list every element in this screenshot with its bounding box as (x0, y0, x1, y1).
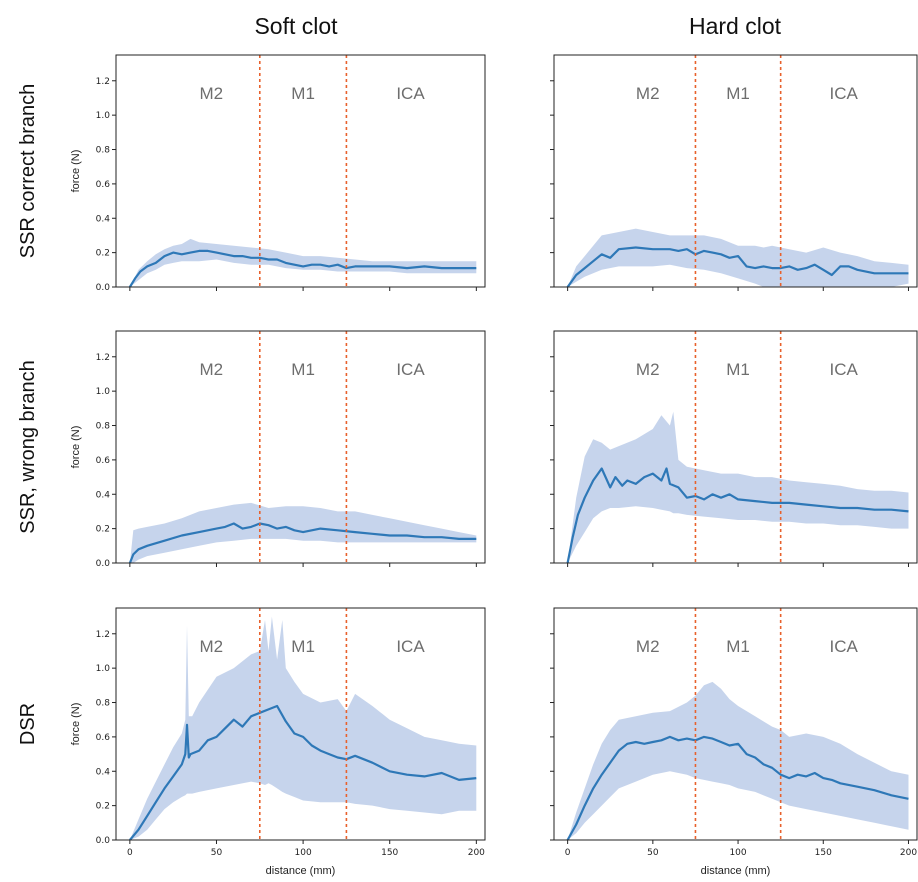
axes-frame (553, 607, 918, 841)
plot-area (129, 608, 477, 840)
axes-frame (115, 607, 486, 841)
axes-frame (553, 54, 918, 288)
mean-force-line (566, 467, 909, 563)
x-tick-label: 50 (211, 848, 223, 858)
y-tick-label: 0.4 (96, 214, 111, 224)
plot-area (128, 331, 477, 563)
y-tick-label: 1.2 (96, 630, 110, 640)
region-label-m2: M2 (199, 84, 223, 103)
y-tick-label: 0.2 (96, 525, 110, 535)
x-tick-label: 200 (468, 848, 485, 858)
y-tick-label: 1.2 (96, 77, 110, 87)
chart-panel: M2 M1 ICA 0 50 100 150 200 distance (mm) (550, 607, 918, 877)
y-axis-label: force (N) (70, 150, 82, 193)
mean-force-line (566, 735, 909, 840)
x-tick-label: 0 (565, 848, 571, 858)
region-label-m2: M2 (636, 84, 660, 103)
y-tick-label: 0.0 (96, 836, 111, 846)
y-tick-label: 0.2 (96, 802, 110, 812)
y-tick-label: 0.4 (96, 490, 111, 500)
y-axis-label: force (N) (70, 426, 82, 469)
x-axis-label: distance (mm) (701, 865, 771, 877)
row-label-ssr-correct-branch: SSR correct branch (17, 84, 39, 259)
region-label-m1: M1 (291, 360, 315, 379)
mean-force-line (566, 246, 909, 287)
y-tick-label: 0.0 (96, 559, 111, 569)
confidence-band (567, 411, 909, 563)
x-axis-label: distance (mm) (266, 865, 336, 877)
y-tick-label: 0.8 (96, 699, 111, 709)
region-label-m2: M2 (636, 360, 660, 379)
x-tick-label: 200 (900, 848, 917, 858)
region-label-ica: ICA (396, 84, 425, 103)
confidence-band (129, 238, 477, 287)
region-label-m2: M2 (199, 637, 223, 656)
plot-area (566, 608, 909, 840)
region-label-m1: M1 (291, 637, 315, 656)
region-label-m1: M1 (291, 84, 315, 103)
x-tick-label: 150 (381, 848, 398, 858)
chart-panel: M2 M1 ICA 0.0 0.2 0.4 0.6 0.8 1.0 1.2 force (N) (70, 54, 486, 293)
axes-frame (553, 330, 918, 564)
y-tick-label: 0.6 (96, 180, 111, 190)
region-label-m2: M2 (199, 360, 223, 379)
y-tick-label: 0.0 (96, 283, 111, 293)
y-axis-label: force (N) (70, 703, 82, 746)
column-title-soft-clot: Soft clot (254, 13, 338, 39)
y-tick-label: 1.2 (96, 353, 110, 363)
y-tick-label: 0.6 (96, 733, 111, 743)
region-label-m1: M1 (726, 360, 750, 379)
y-tick-label: 0.6 (96, 456, 111, 466)
region-label-m1: M1 (726, 84, 750, 103)
region-label-ica: ICA (396, 637, 425, 656)
confidence-band (567, 228, 909, 287)
confidence-band (567, 681, 909, 840)
plot-area (566, 331, 909, 563)
y-tick-label: 1.0 (96, 111, 111, 121)
plot-area (566, 55, 909, 287)
x-tick-label: 100 (729, 848, 746, 858)
region-label-ica: ICA (830, 637, 859, 656)
region-label-ica: ICA (830, 84, 859, 103)
region-label-ica: ICA (396, 360, 425, 379)
row-label-dsr: DSR (17, 703, 39, 745)
confidence-band (129, 616, 477, 840)
y-tick-label: 0.8 (96, 146, 111, 156)
y-tick-label: 1.0 (96, 664, 111, 674)
axes-frame (115, 330, 486, 564)
chart-panel: M2 M1 ICA 0.0 0.2 0.4 0.6 0.8 1.0 1.2 force (N) (70, 330, 486, 569)
chart-panel: M2 M1 ICA (550, 330, 918, 567)
x-tick-label: 0 (127, 848, 133, 858)
mean-force-line (128, 522, 477, 563)
row-label-ssr-wrong-branch: SSR, wrong branch (17, 360, 39, 533)
column-title-hard-clot: Hard clot (689, 13, 782, 39)
chart-panel: M2 M1 ICA 0 50 100 150 200 0.0 0.2 0.4 0.6 0.8 1.0 1.2… (70, 607, 486, 877)
chart-panel: M2 M1 ICA (550, 54, 918, 291)
y-tick-label: 0.8 (96, 422, 111, 432)
region-label-m2: M2 (636, 637, 660, 656)
mean-force-line (128, 249, 477, 287)
plot-area (128, 55, 477, 287)
y-tick-label: 1.0 (96, 387, 111, 397)
y-tick-label: 0.4 (96, 767, 111, 777)
x-tick-label: 100 (295, 848, 312, 858)
x-tick-label: 150 (815, 848, 832, 858)
region-label-ica: ICA (830, 360, 859, 379)
region-label-m1: M1 (726, 637, 750, 656)
axes-frame (115, 54, 486, 288)
x-tick-label: 50 (647, 848, 659, 858)
y-tick-label: 0.2 (96, 249, 110, 259)
